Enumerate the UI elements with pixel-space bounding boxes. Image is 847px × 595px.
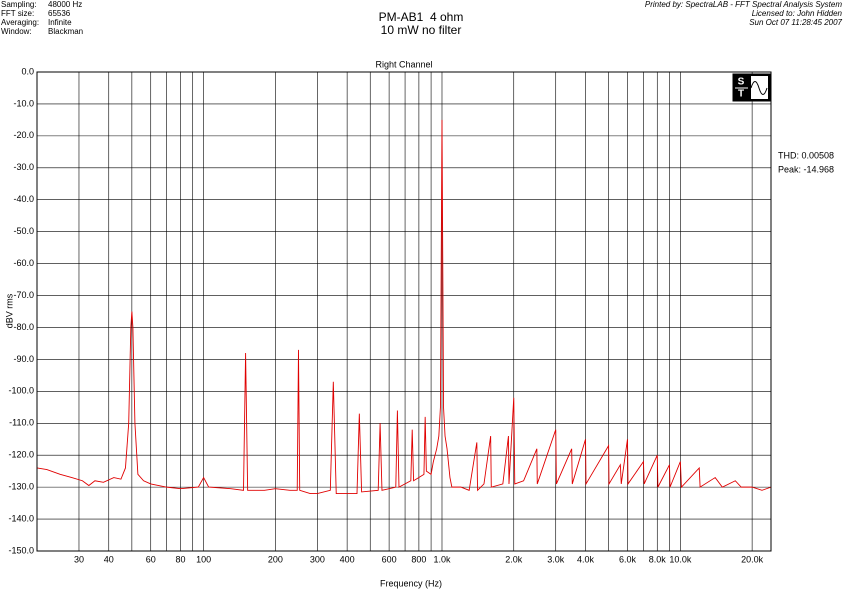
x-tick-label: 4.0k [577, 554, 595, 564]
info-value: Infinite [48, 18, 72, 27]
y-tick-label: -10.0 [13, 98, 34, 108]
y-tick-label: -30.0 [13, 162, 34, 172]
y-tick-label: -80.0 [13, 322, 34, 332]
annotation: THD: 0.00508 [778, 150, 834, 160]
plot-title: Right Channel [375, 59, 432, 69]
x-tick-label: 300 [310, 554, 325, 564]
x-tick-label: 80 [176, 554, 186, 564]
x-tick-label: 2.0k [505, 554, 523, 564]
x-tick-label: 600 [382, 554, 397, 564]
x-tick-label: 20.0k [741, 554, 764, 564]
info-label: Averaging: [1, 18, 39, 27]
y-tick-label: -70.0 [13, 290, 34, 300]
y-tick-label: -110.0 [9, 418, 34, 428]
y-tick-label: -20.0 [13, 130, 34, 140]
credit: Printed by: SpectraLAB - FFT Spectral An… [645, 0, 842, 9]
x-tick-label: 3.0k [547, 554, 565, 564]
x-tick-label: 800 [411, 554, 426, 564]
svg-text:T: T [738, 89, 744, 100]
info-label: FFT size: [1, 9, 34, 18]
info-label: Window: [1, 27, 32, 36]
x-tick-label: 200 [268, 554, 283, 564]
y-tick-label: -140.0 [8, 513, 34, 523]
y-tick-label: -120.0 [8, 450, 34, 460]
info-value: 48000 Hz [48, 0, 82, 9]
info-label: Sampling: [1, 0, 37, 9]
x-tick-label: 10.0k [669, 554, 692, 564]
x-tick-label: 400 [340, 554, 355, 564]
chart-title: PM-AB1 4 ohm [379, 10, 464, 24]
spectrum-line [36, 119, 772, 494]
y-axis-label: dBV rms [4, 293, 14, 328]
x-tick-label: 100 [196, 554, 211, 564]
info-value: Blackman [48, 27, 83, 36]
y-tick-label: -100.0 [8, 386, 34, 396]
y-tick-label: 0.0 [21, 66, 34, 76]
annotation: Peak: -14.968 [778, 164, 834, 174]
y-tick-label: -130.0 [8, 482, 34, 492]
y-tick-label: -90.0 [13, 354, 34, 364]
y-tick-label: -40.0 [13, 194, 34, 204]
y-tick-label: -50.0 [13, 226, 34, 236]
svg-text:S: S [738, 77, 745, 88]
chart-subtitle: 10 mW no filter [381, 23, 462, 37]
x-axis-label: Frequency (Hz) [380, 578, 442, 588]
x-tick-label: 60 [146, 554, 156, 564]
y-tick-label: -60.0 [13, 258, 34, 268]
credit: Licensed to: John Hidden [752, 9, 843, 18]
x-tick-label: 40 [104, 554, 114, 564]
x-tick-label: 6.0k [619, 554, 637, 564]
info-value: 65536 [48, 9, 71, 18]
logo: S T [732, 73, 771, 102]
x-tick-label: 30 [74, 554, 84, 564]
y-tick-label: -150.0 [8, 545, 34, 555]
plot-frame [36, 71, 772, 552]
x-tick-label: 1.0k [433, 554, 451, 564]
x-tick-label: 8.0k [649, 554, 667, 564]
credit: Sun Oct 07 11:28:45 2007 [749, 18, 842, 27]
